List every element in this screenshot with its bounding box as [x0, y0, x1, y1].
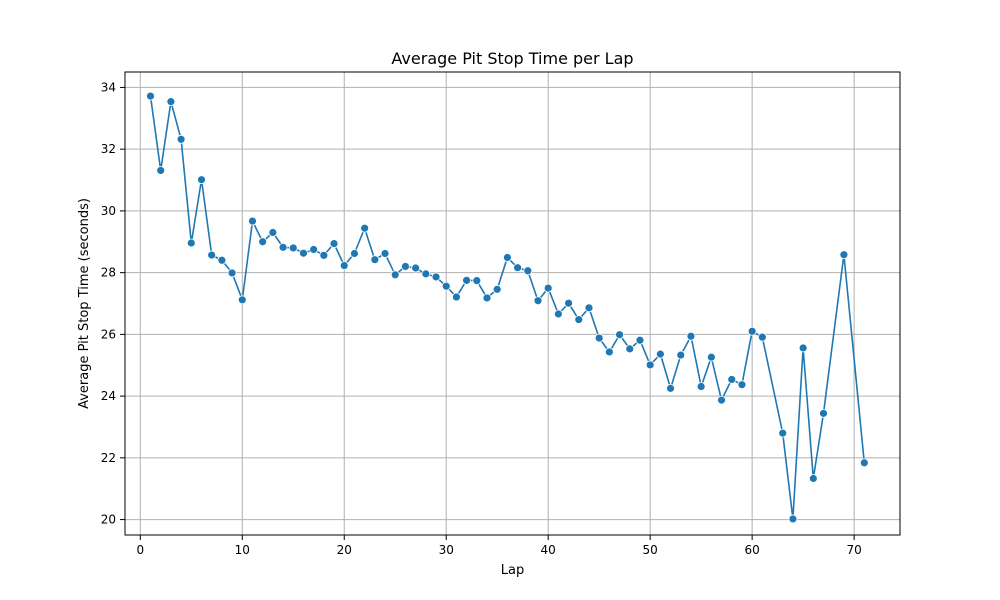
y-tick-label: 32	[101, 142, 116, 156]
x-tick-label: 50	[643, 543, 658, 557]
data-point	[248, 216, 257, 226]
x-tick-label: 20	[337, 543, 352, 557]
y-tick-label: 22	[101, 451, 116, 465]
data-point	[370, 255, 380, 265]
data-point	[666, 383, 675, 393]
data-point	[482, 293, 492, 303]
y-tick-label: 30	[101, 204, 116, 218]
x-tick-label: 0	[136, 543, 144, 557]
data-point	[462, 275, 472, 285]
y-tick-label: 28	[101, 266, 116, 280]
data-point	[584, 303, 594, 313]
x-tick-label: 60	[744, 543, 759, 557]
chart-title: Average Pit Stop Time per Lap	[391, 49, 633, 68]
data-point	[329, 239, 339, 249]
data-point	[839, 250, 849, 260]
data-point	[564, 298, 573, 308]
data-point	[217, 255, 227, 265]
data-point	[309, 245, 319, 254]
data-point	[523, 266, 533, 276]
series-points	[146, 91, 869, 524]
data-point	[401, 262, 410, 271]
data-point	[441, 281, 451, 291]
data-point	[635, 335, 645, 345]
data-point	[574, 315, 584, 324]
data-point	[625, 344, 635, 354]
x-axis-label: Lap	[501, 563, 524, 578]
data-point	[299, 248, 308, 258]
plot-area-frame	[124, 71, 901, 536]
data-point	[268, 228, 278, 237]
data-point	[747, 326, 757, 336]
data-point	[339, 261, 349, 270]
data-point	[788, 514, 798, 524]
data-point	[696, 382, 706, 391]
data-point	[798, 343, 808, 353]
y-tick-label: 26	[101, 327, 116, 341]
data-point	[808, 474, 818, 483]
data-point	[472, 276, 482, 286]
y-tick-label: 24	[101, 389, 116, 403]
data-point	[176, 134, 186, 144]
data-point	[156, 166, 166, 175]
data-point	[706, 352, 716, 362]
data-point	[390, 270, 400, 280]
data-point	[227, 268, 237, 278]
data-point	[819, 408, 828, 418]
data-point	[757, 332, 767, 342]
data-point	[859, 458, 869, 468]
data-point	[146, 91, 155, 101]
data-point	[655, 349, 665, 359]
x-tick-label: 40	[541, 543, 556, 557]
y-axis-label: Average Pit Stop Time (seconds)	[77, 198, 92, 409]
data-point	[452, 292, 461, 302]
y-axis-ticks: 20 22 24 26 28 30 32 34	[101, 80, 125, 527]
data-point	[360, 223, 370, 233]
data-point	[411, 263, 421, 273]
x-tick-label: 30	[439, 543, 454, 557]
data-point	[645, 360, 655, 370]
data-point	[615, 330, 624, 340]
data-point	[604, 347, 614, 357]
data-point	[207, 250, 217, 260]
data-point	[166, 97, 176, 107]
data-point	[533, 296, 543, 306]
data-point	[380, 249, 390, 258]
x-tick-label: 10	[235, 543, 250, 557]
data-point	[431, 272, 441, 282]
data-point	[258, 237, 268, 247]
data-point	[727, 375, 737, 384]
data-point	[319, 250, 329, 260]
data-point	[492, 284, 502, 294]
x-tick-label: 70	[846, 543, 861, 557]
data-point	[513, 263, 522, 273]
series-line	[149, 95, 866, 519]
x-axis-ticks: 0 10 20 30 40 50 60 70	[136, 535, 862, 557]
data-point	[197, 175, 206, 185]
data-point	[594, 333, 604, 343]
y-tick-label: 20	[101, 513, 116, 527]
data-point	[186, 238, 196, 248]
data-point	[237, 295, 247, 305]
data-point	[350, 249, 359, 258]
data-point	[553, 309, 563, 319]
y-tick-label: 34	[101, 80, 116, 94]
data-point	[288, 243, 298, 253]
data-point	[737, 380, 747, 390]
data-point	[543, 283, 553, 293]
data-point	[676, 350, 686, 360]
data-point	[421, 269, 431, 279]
data-point	[503, 253, 512, 262]
data-point	[278, 242, 288, 252]
data-point	[778, 428, 788, 438]
grid-lines	[125, 72, 900, 535]
data-point	[686, 331, 696, 341]
data-point	[717, 395, 726, 405]
